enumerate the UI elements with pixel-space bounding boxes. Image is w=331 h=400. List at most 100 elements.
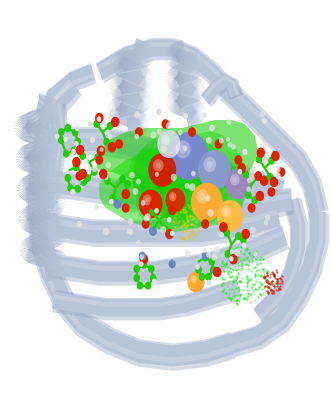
Polygon shape [46,174,292,214]
Polygon shape [37,154,42,175]
Polygon shape [114,55,125,71]
Polygon shape [134,87,141,106]
Polygon shape [132,116,135,137]
Polygon shape [180,64,186,84]
Polygon shape [19,117,29,134]
Polygon shape [41,138,48,158]
Polygon shape [24,182,31,201]
Circle shape [71,149,76,154]
Polygon shape [51,230,68,236]
Polygon shape [46,105,54,124]
Polygon shape [192,100,199,119]
Polygon shape [27,152,33,173]
Polygon shape [190,76,195,96]
Polygon shape [180,86,186,106]
Polygon shape [135,94,138,114]
Polygon shape [179,73,183,93]
Polygon shape [113,80,123,96]
Polygon shape [116,57,125,74]
Polygon shape [120,74,124,94]
Polygon shape [132,72,135,92]
Polygon shape [30,123,35,143]
Circle shape [205,273,212,281]
Polygon shape [178,64,184,84]
Polygon shape [39,170,46,190]
Polygon shape [190,80,202,96]
Polygon shape [52,225,66,238]
Polygon shape [44,186,49,207]
Polygon shape [114,80,123,97]
Polygon shape [29,143,35,163]
Polygon shape [191,105,198,124]
Polygon shape [139,42,146,62]
Polygon shape [22,178,32,196]
Polygon shape [140,47,153,61]
Polygon shape [50,161,60,179]
Polygon shape [190,59,199,78]
Circle shape [166,188,185,212]
Polygon shape [35,234,41,254]
Polygon shape [140,70,146,90]
Polygon shape [118,97,122,117]
Polygon shape [189,60,195,80]
Polygon shape [23,212,33,230]
Polygon shape [168,49,179,65]
Polygon shape [136,48,139,69]
Polygon shape [49,134,60,152]
Circle shape [202,254,209,262]
Polygon shape [185,74,189,95]
Polygon shape [25,238,35,256]
Polygon shape [21,116,30,134]
Polygon shape [123,59,129,79]
Polygon shape [51,197,65,210]
Polygon shape [49,218,54,238]
Polygon shape [50,159,56,179]
Polygon shape [136,116,140,136]
Polygon shape [24,145,32,164]
Polygon shape [130,61,135,81]
Polygon shape [21,120,28,140]
Polygon shape [38,232,44,252]
Polygon shape [26,144,33,164]
Polygon shape [140,70,148,89]
Polygon shape [178,50,182,70]
Polygon shape [180,86,185,106]
Polygon shape [21,180,32,195]
Polygon shape [21,245,36,256]
Polygon shape [19,149,31,165]
Polygon shape [167,48,180,62]
Polygon shape [135,115,147,130]
Polygon shape [113,78,123,94]
Circle shape [75,144,79,150]
Polygon shape [185,108,191,128]
Circle shape [164,210,170,218]
Polygon shape [41,200,48,220]
Polygon shape [48,134,62,146]
Polygon shape [191,77,197,96]
Polygon shape [182,63,188,83]
Polygon shape [192,101,201,119]
Polygon shape [135,98,151,104]
Circle shape [203,112,207,118]
Polygon shape [121,96,124,116]
Polygon shape [122,58,128,78]
Polygon shape [40,125,44,146]
Circle shape [214,246,220,254]
Polygon shape [190,59,199,77]
Polygon shape [23,243,34,259]
Polygon shape [49,134,58,153]
Polygon shape [138,93,144,112]
Polygon shape [169,95,181,110]
Polygon shape [50,160,58,179]
Polygon shape [49,199,66,205]
Polygon shape [188,75,192,96]
Polygon shape [184,62,190,82]
Polygon shape [174,71,180,91]
Polygon shape [171,71,179,90]
Polygon shape [47,167,54,186]
Polygon shape [22,121,29,140]
Polygon shape [135,116,139,136]
Polygon shape [180,73,185,93]
Polygon shape [30,183,35,204]
Polygon shape [136,71,139,92]
